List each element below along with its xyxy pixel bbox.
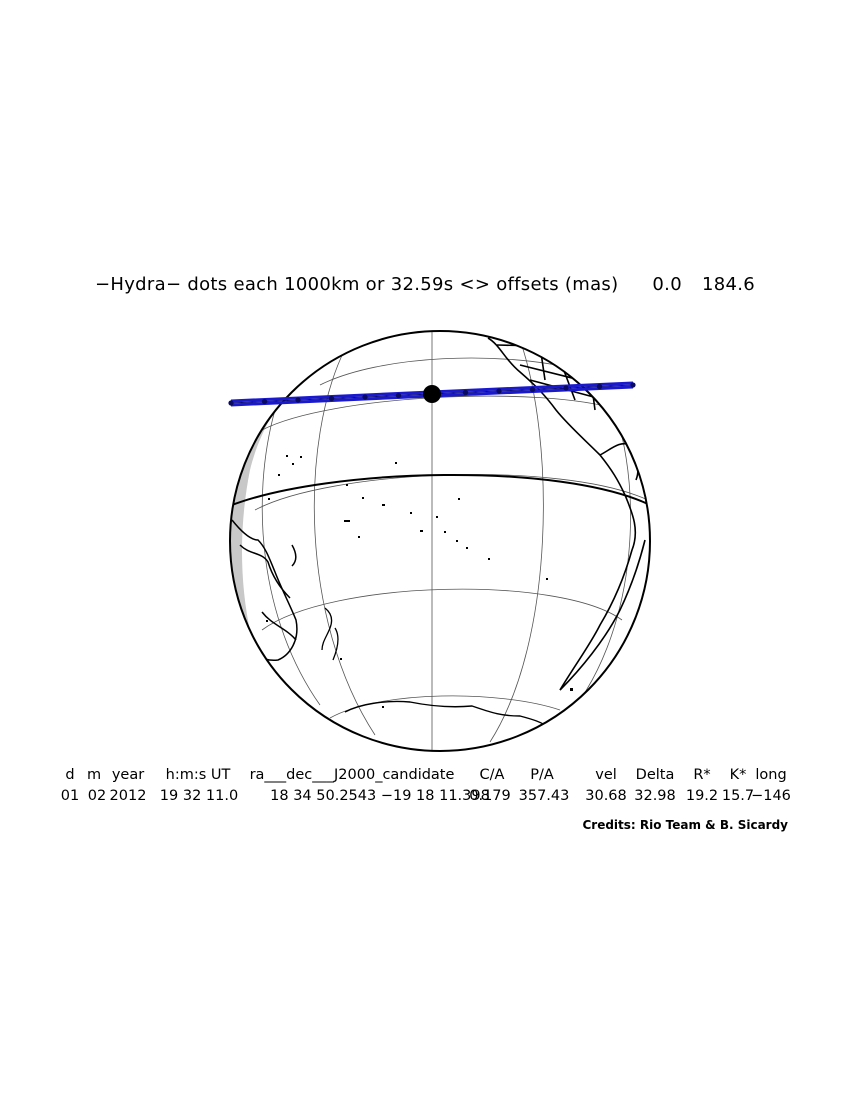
header-d: d (65, 767, 75, 783)
header-m: m (86, 767, 102, 783)
path-dot (395, 392, 402, 399)
map-title: −Hydra− dots each 1000km or 32.59s <> of… (0, 274, 850, 295)
value-ca: 0.179 (469, 788, 511, 804)
coastline-new-zealand (321, 607, 339, 661)
header-long: long (755, 767, 787, 783)
path-dot (328, 395, 335, 402)
value-time: 19 32 11.0 (159, 788, 239, 804)
path-dot (462, 389, 469, 396)
value-vel: 30.68 (585, 788, 627, 804)
header-vel: vel (595, 767, 617, 783)
value-coords: 18 34 50.2543 −19 18 11.398 (270, 788, 490, 804)
header-rstar: R* (693, 767, 711, 783)
globe-disc (230, 331, 650, 751)
header-year: year (111, 767, 145, 783)
closest-approach-body (423, 385, 441, 403)
path-dot (261, 398, 268, 405)
value-m: 02 (87, 788, 107, 804)
path-dot (630, 382, 636, 388)
value-long: −146 (751, 788, 791, 804)
coastline-antarctica (344, 700, 546, 726)
credits-text: Credits: Rio Team & B. Sicardy (582, 818, 788, 832)
value-kstar: 15.7 (721, 788, 755, 804)
header-ca: C/A (479, 767, 505, 783)
path-dot (295, 397, 301, 403)
path-dot (228, 400, 234, 406)
offset-dec: 184.6 (701, 274, 755, 295)
path-dot (596, 383, 603, 390)
pacific-islands (266, 455, 573, 708)
equator-line (231, 473, 650, 506)
globe-outline (229, 330, 651, 752)
header-pa: P/A (530, 767, 554, 783)
offset-ra: 0.0 (652, 274, 682, 295)
header-coords: ra___dec___J2000_candidate (249, 767, 455, 783)
value-d: 01 (60, 788, 80, 804)
path-dot (563, 385, 569, 391)
path-dot (496, 388, 502, 394)
value-delta: 32.98 (634, 788, 676, 804)
header-kstar: K* (729, 767, 747, 783)
title-caption: dots each 1000km or 32.59s <> offsets (m… (187, 274, 619, 295)
header-time: h:m:s UT (165, 767, 231, 783)
path-dot (362, 394, 368, 400)
value-year: 2012 (109, 788, 147, 804)
value-pa: 357.43 (518, 788, 570, 804)
header-delta: Delta (635, 767, 675, 783)
path-dot (529, 386, 536, 393)
object-name: −Hydra− (95, 274, 182, 295)
value-rstar: 19.2 (685, 788, 719, 804)
